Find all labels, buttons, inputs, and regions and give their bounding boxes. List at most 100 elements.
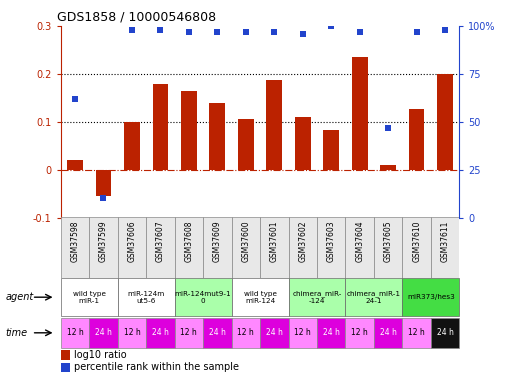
Point	[213, 29, 222, 35]
Text: chimera_miR-1
24-1: chimera_miR-1 24-1	[347, 290, 401, 304]
Point	[384, 124, 392, 130]
Bar	[260, 318, 288, 348]
Bar	[345, 217, 374, 278]
Bar	[323, 130, 339, 170]
Text: miR-124m
ut5-6: miR-124m ut5-6	[128, 291, 165, 304]
Bar	[288, 318, 317, 348]
Bar	[203, 217, 232, 278]
Text: miR373/hes3: miR373/hes3	[407, 294, 455, 300]
Bar	[402, 318, 431, 348]
Text: 12 h: 12 h	[67, 328, 83, 338]
Text: 24 h: 24 h	[323, 328, 340, 338]
Text: GSM37600: GSM37600	[241, 220, 250, 262]
Text: GSM37607: GSM37607	[156, 220, 165, 262]
Bar	[61, 217, 89, 278]
Point	[185, 29, 193, 35]
Text: GSM37610: GSM37610	[412, 220, 421, 262]
Point	[412, 29, 421, 35]
Text: GSM37598: GSM37598	[70, 220, 79, 262]
Text: GSM37601: GSM37601	[270, 220, 279, 262]
Bar	[267, 80, 282, 170]
Point	[327, 23, 335, 29]
Text: GSM37608: GSM37608	[184, 220, 193, 262]
Bar	[175, 318, 203, 348]
Bar	[374, 318, 402, 348]
Bar	[61, 278, 118, 316]
Point	[298, 31, 307, 37]
Bar	[96, 170, 111, 196]
Text: 24 h: 24 h	[209, 328, 226, 338]
Text: 12 h: 12 h	[181, 328, 197, 338]
Bar	[288, 217, 317, 278]
Bar	[437, 74, 453, 170]
Text: miR-124mut9-1
0: miR-124mut9-1 0	[175, 291, 231, 304]
Text: GSM37599: GSM37599	[99, 220, 108, 262]
Text: 24 h: 24 h	[266, 328, 282, 338]
Bar	[181, 91, 197, 170]
Text: GSM37605: GSM37605	[384, 220, 393, 262]
Point	[99, 195, 108, 201]
Text: chimera_miR-
-124: chimera_miR- -124	[293, 290, 342, 304]
Point	[128, 27, 136, 33]
Text: wild type
miR-124: wild type miR-124	[243, 291, 277, 304]
Text: 12 h: 12 h	[295, 328, 311, 338]
Bar	[232, 318, 260, 348]
Bar	[431, 318, 459, 348]
Text: 12 h: 12 h	[124, 328, 140, 338]
Bar	[118, 217, 146, 278]
Bar	[260, 217, 288, 278]
Text: wild type
miR-1: wild type miR-1	[73, 291, 106, 304]
Bar	[317, 217, 345, 278]
Bar	[146, 318, 175, 348]
Bar	[345, 278, 402, 316]
Point	[270, 29, 278, 35]
Bar	[374, 217, 402, 278]
Bar	[175, 278, 232, 316]
Bar	[317, 318, 345, 348]
Bar	[203, 318, 232, 348]
Bar	[61, 318, 89, 348]
Bar	[61, 351, 70, 360]
Bar	[288, 278, 345, 316]
Text: GSM37602: GSM37602	[298, 220, 307, 262]
Text: 24 h: 24 h	[95, 328, 112, 338]
Point	[441, 27, 449, 33]
Bar	[124, 122, 140, 170]
Bar	[153, 84, 168, 170]
Bar	[402, 278, 459, 316]
Text: 12 h: 12 h	[351, 328, 368, 338]
Bar	[345, 318, 374, 348]
Bar	[175, 217, 203, 278]
Bar	[210, 103, 225, 170]
Text: GSM37603: GSM37603	[327, 220, 336, 262]
Text: log10 ratio: log10 ratio	[74, 350, 127, 360]
Text: GSM37606: GSM37606	[127, 220, 136, 262]
Text: GSM37611: GSM37611	[441, 220, 450, 262]
Text: 24 h: 24 h	[380, 328, 397, 338]
Bar	[409, 109, 425, 170]
Point	[71, 96, 79, 102]
Bar	[89, 217, 118, 278]
Text: 12 h: 12 h	[238, 328, 254, 338]
Text: agent: agent	[5, 292, 34, 302]
Bar	[146, 217, 175, 278]
Bar	[295, 117, 310, 170]
Bar	[118, 318, 146, 348]
Text: 24 h: 24 h	[437, 328, 454, 338]
Bar	[118, 278, 175, 316]
Text: percentile rank within the sample: percentile rank within the sample	[74, 362, 239, 372]
Text: GDS1858 / 10000546808: GDS1858 / 10000546808	[56, 11, 216, 24]
Bar	[89, 318, 118, 348]
Bar	[352, 57, 367, 170]
Point	[156, 27, 165, 33]
Point	[242, 29, 250, 35]
Bar	[431, 217, 459, 278]
Bar	[380, 165, 396, 170]
Bar	[61, 363, 70, 372]
Bar	[402, 217, 431, 278]
Bar	[232, 278, 288, 316]
Bar	[67, 160, 83, 170]
Bar	[238, 120, 253, 170]
Text: time: time	[5, 328, 27, 338]
Point	[355, 29, 364, 35]
